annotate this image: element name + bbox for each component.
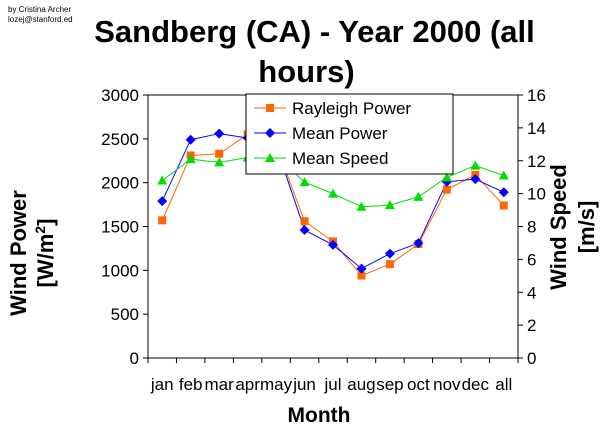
x-tick-label-all: all <box>495 375 512 394</box>
series-2-point-aug <box>356 201 367 211</box>
series-1-point-all <box>498 187 509 198</box>
series-2-point-sep <box>384 200 395 210</box>
legend: Rayleigh Power Mean Power Mean Speed <box>245 93 454 175</box>
series-2-point-mar <box>214 157 225 167</box>
y-right-tick-label: 16 <box>527 86 546 105</box>
x-tick-label-may: may <box>260 375 293 394</box>
series-2-point-jan <box>157 175 168 185</box>
x-axis-label: Month <box>288 404 351 427</box>
legend-label-1: Mean Power <box>292 124 388 143</box>
series-1-point-aug <box>356 263 367 274</box>
legend-marker-2 <box>265 153 275 162</box>
series-1-point-jun <box>299 225 310 236</box>
chart-title-line-1: Sandberg (CA) - Year 2000 (all <box>94 14 535 49</box>
series-1-point-dec <box>470 174 481 185</box>
y-left-tick-label: 500 <box>111 305 139 324</box>
y-left-tick-label: 2500 <box>101 130 139 149</box>
y-axis-left-label-line-2: [W/m2] <box>32 219 58 288</box>
x-tick-label-jul: jul <box>323 375 341 394</box>
x-tick-label-sep: sep <box>376 375 403 394</box>
x-tick-label-apr: apr <box>235 375 260 394</box>
y-right-tick-label: 4 <box>527 283 536 302</box>
series-0-point-jan <box>158 216 167 225</box>
y-left-tick-label: 3000 <box>101 86 139 105</box>
series-2-point-all <box>498 170 509 180</box>
series-0-point-aug <box>357 271 366 280</box>
y-right-tick-label: 6 <box>527 250 536 269</box>
y-axis-left-unit-suffix: ] <box>33 219 58 226</box>
series-2-point-jul <box>328 188 338 198</box>
x-tick-label-oct: oct <box>407 375 430 394</box>
x-tick-label-feb: feb <box>179 375 203 394</box>
legend-marker-1 <box>265 128 275 138</box>
series-1-point-jul <box>328 239 338 250</box>
x-tick-label-jun: jun <box>292 375 316 394</box>
legend-box <box>245 93 454 175</box>
series-1-point-jan <box>157 196 168 207</box>
legend-label-0: Rayleigh Power <box>292 99 411 118</box>
series-0-point-jun <box>300 217 309 226</box>
chart-title-line-2: hours) <box>258 54 355 89</box>
y-axis-left-unit-prefix: [W/m <box>33 234 58 288</box>
y-right-tick-label: 2 <box>527 316 536 335</box>
y-left-tick-label: 1500 <box>101 218 139 237</box>
y-axis-left-label-line-1: Wind Power <box>6 190 31 316</box>
series-markers-group <box>157 128 509 280</box>
x-tick-label-aug: aug <box>347 375 375 394</box>
y-axis-right-label-line-2: [m/s] <box>574 201 599 254</box>
y-left-tick-label: 0 <box>130 349 139 368</box>
series-2-point-oct <box>413 191 424 201</box>
series-2-point-dec <box>470 160 481 170</box>
legend-marker-0 <box>266 104 274 112</box>
x-tick-label-dec: dec <box>462 375 490 394</box>
series-0-point-sep <box>385 260 394 269</box>
series-2-point-jun <box>299 177 310 187</box>
y-right-tick-label: 8 <box>527 218 536 237</box>
y-axis-left-unit-sup: 2 <box>32 226 48 234</box>
series-1-point-oct <box>413 238 424 249</box>
series-2-point-feb <box>185 154 196 164</box>
y-right-tick-label: 0 <box>527 349 536 368</box>
series-1-point-sep <box>384 248 395 259</box>
series-0-point-all <box>499 201 508 210</box>
series-1-point-feb <box>185 134 196 145</box>
legend-label-2: Mean Speed <box>292 149 388 168</box>
x-tick-label-jan: jan <box>150 375 174 394</box>
credit-email: lozej@stanford.ed <box>8 15 73 24</box>
y-right-tick-label: 10 <box>527 185 546 204</box>
x-tick-label-mar: mar <box>205 375 235 394</box>
series-1-point-mar <box>214 128 225 139</box>
series-2-point-nov <box>441 172 452 182</box>
y-left-tick-label: 2000 <box>101 174 139 193</box>
credit-author: by Cristina Archer <box>8 5 72 14</box>
series-0-point-mar <box>215 149 224 158</box>
series-0-point-nov <box>442 185 451 194</box>
y-left-tick-label: 1000 <box>101 261 139 280</box>
y-right-tick-label: 14 <box>527 119 546 138</box>
y-axis-right-label-line-1: Wind Speed <box>546 164 571 290</box>
y-right-tick-label: 12 <box>527 152 546 171</box>
x-tick-label-nov: nov <box>433 375 461 394</box>
